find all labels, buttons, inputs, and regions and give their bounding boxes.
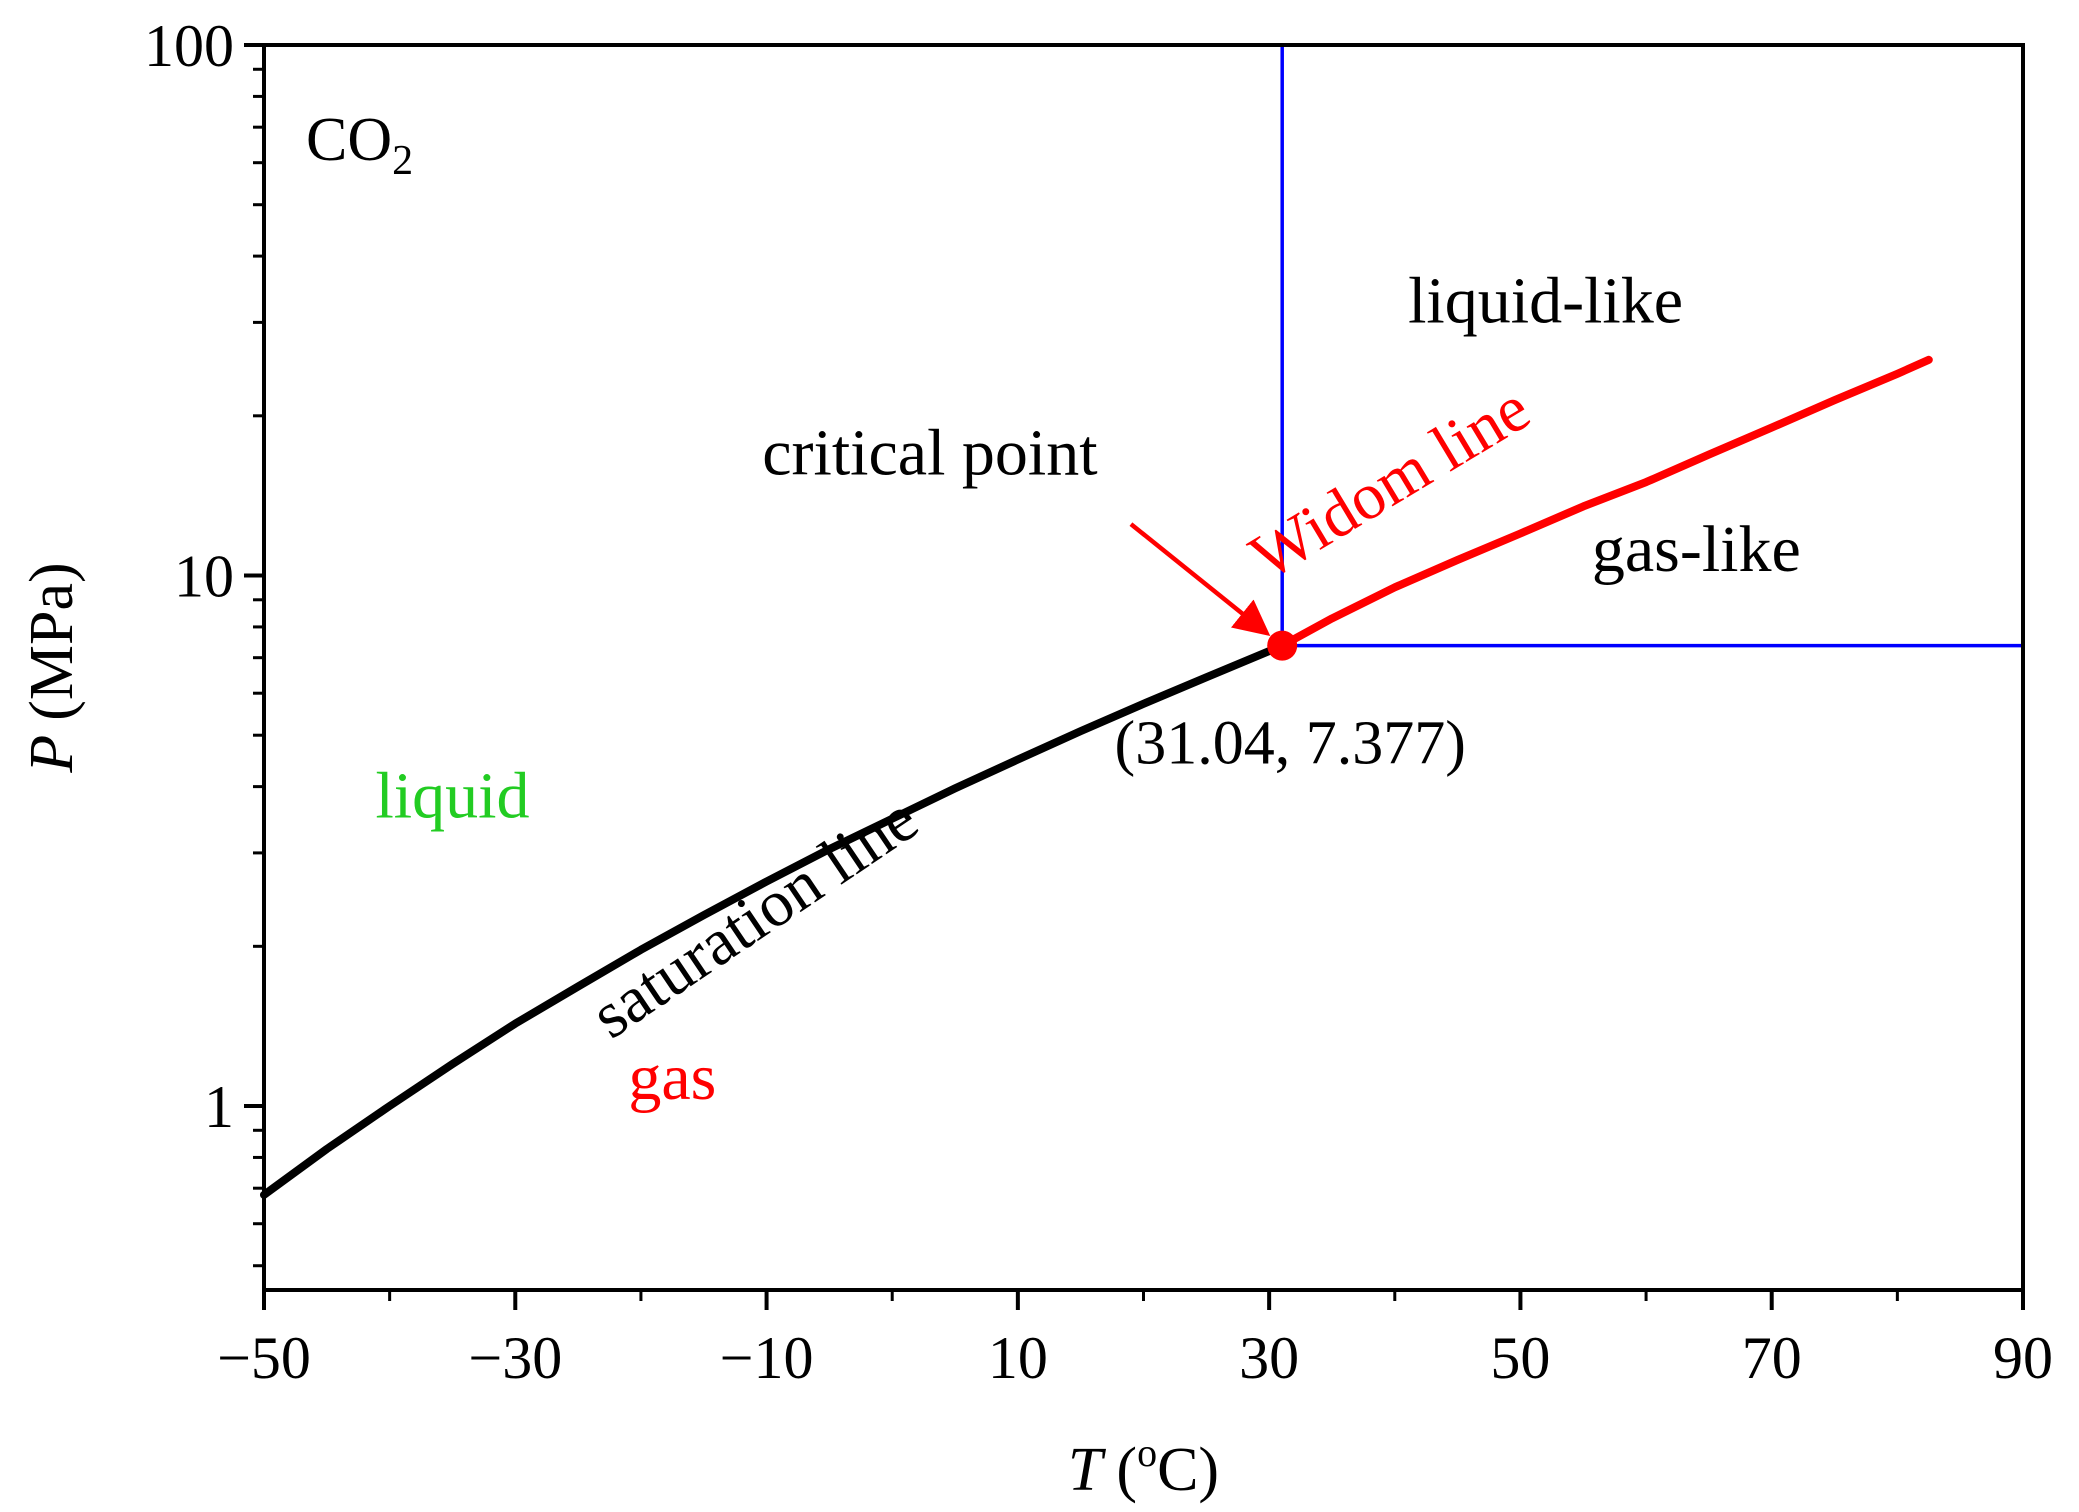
critical-point-arrow [1129, 522, 1271, 637]
x-tick-label: −50 [217, 1325, 311, 1391]
critical-point-coordinates: (31.04, 7.377) [1115, 710, 1466, 778]
x-tick-label: 10 [988, 1325, 1048, 1391]
annotation-layer: (31.04, 7.377) liquid gas liquid-like gas-li… [375, 264, 1800, 1114]
x-tick-label: 30 [1239, 1325, 1299, 1391]
y-axis-title: P (MPa) [18, 562, 86, 773]
annotation-gas: gas [628, 1041, 716, 1114]
x-axis-unit-degree: o [1137, 1430, 1157, 1475]
substance-label: CO2 [306, 106, 413, 184]
x-tick-label: 90 [1993, 1325, 2053, 1391]
annotation-saturation-line: saturation line [578, 782, 930, 1053]
x-tick-label: 50 [1490, 1325, 1550, 1391]
y-axis-symbol: P [18, 735, 86, 774]
x-tick-label: −30 [468, 1325, 562, 1391]
annotation-gas-like: gas-like [1592, 513, 1801, 586]
x-tick-label: −10 [720, 1325, 814, 1391]
y-tick-label: 10 [174, 544, 234, 610]
annotation-liquid: liquid [375, 759, 529, 832]
annotation-liquid-like: liquid-like [1408, 264, 1683, 337]
plot-frame [262, 43, 2025, 1292]
substance-base: CO [306, 106, 392, 174]
x-axis-unit-prefix: ( [1116, 1436, 1137, 1504]
y-axis-unit: (MPa) [18, 562, 86, 720]
x-axis-unit-suffix: C) [1157, 1436, 1219, 1504]
series-layer [260, 43, 2025, 1199]
annotation-critical-point: critical point [762, 417, 1097, 490]
y-tick-label: 1 [204, 1074, 234, 1140]
saturation-line-line [260, 641, 1287, 1199]
substance-subscript: 2 [392, 138, 413, 184]
Widom-line-line [1278, 355, 1933, 650]
x-tick-label: 70 [1742, 1325, 1802, 1391]
x-axis-symbol: T [1068, 1436, 1107, 1504]
y-tick-label: 100 [144, 13, 234, 79]
critical-point-marker [1267, 630, 1298, 661]
x-axis-title: T (oC) [1068, 1430, 1219, 1504]
